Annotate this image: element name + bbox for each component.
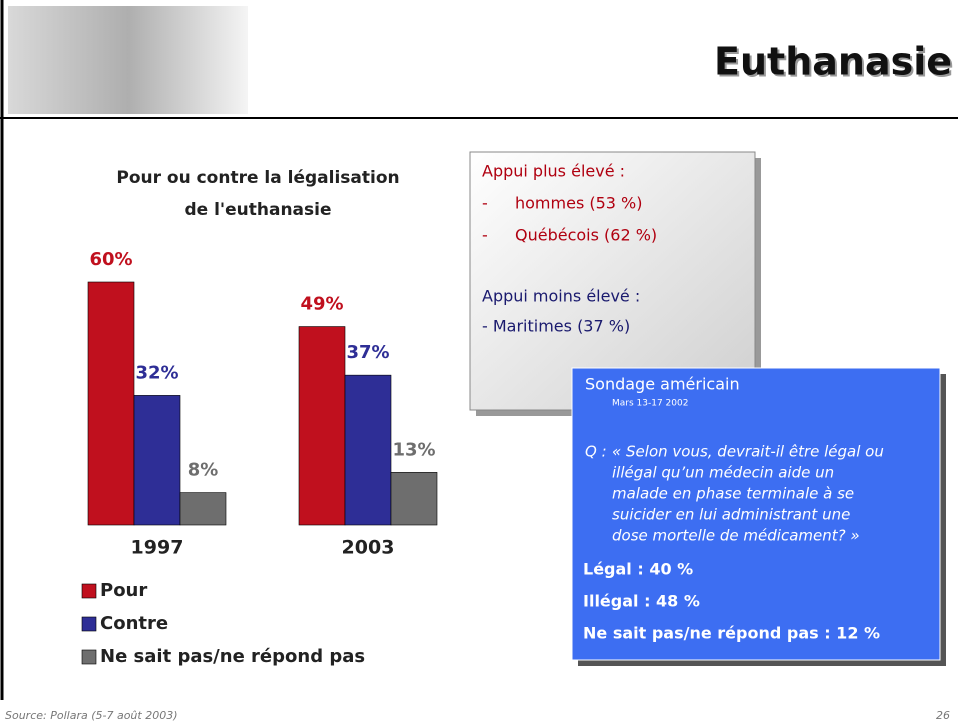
chart-title: de l'euthanasie <box>184 200 331 220</box>
legend-label: Ne sait pas/ne répond pas <box>100 646 365 667</box>
q-prefix: Q : <box>585 443 607 461</box>
chart: Pour ou contre la légalisation de l'eutha… <box>82 168 437 667</box>
header-photo <box>8 6 248 114</box>
source: Source: Pollara (5-7 août 2003) <box>5 709 178 722</box>
legend-label: Contre <box>100 613 168 634</box>
question-line: malade en phase terminale à se <box>612 485 854 503</box>
bar <box>391 472 437 525</box>
result: Ne sait pas/ne répond pas : 12 % <box>583 624 880 643</box>
support-heading: Appui moins élevé : <box>482 287 640 306</box>
bar <box>88 282 134 525</box>
result: Illégal : 48 % <box>583 592 700 611</box>
value-label: 8% <box>188 460 219 481</box>
value-label: 13% <box>392 439 435 460</box>
support-item: hommes (53 %) <box>515 194 643 213</box>
bar <box>134 395 180 525</box>
title: Euthanasie <box>714 40 952 84</box>
us-title: Sondage américain <box>585 375 740 394</box>
legend-label: Pour <box>100 580 147 601</box>
result: Légal : 40 % <box>583 560 693 579</box>
slide: Euthanasie Euthanasie Appui plus élevé :… <box>0 0 958 723</box>
question-line: illégal qu’un médecin aide un <box>612 464 834 482</box>
value-label: 37% <box>346 342 389 363</box>
question-line: « Selon vous, devrait-il être légal ou <box>612 443 884 461</box>
chart-title: Pour ou contre la légalisation <box>116 168 399 188</box>
x-tick-label: 2003 <box>342 537 395 559</box>
legend-swatch <box>82 584 96 598</box>
question-line: dose mortelle de médicament? » <box>612 527 860 545</box>
support-item: - Maritimes (37 %) <box>482 317 630 336</box>
support-heading: Appui plus élevé : <box>482 162 625 181</box>
legend-swatch <box>82 617 96 631</box>
page-number: 26 <box>936 709 950 722</box>
legend-swatch <box>82 650 96 664</box>
x-tick-label: 1997 <box>131 537 184 559</box>
bar <box>180 493 226 525</box>
bar <box>345 375 391 525</box>
value-label: 60% <box>89 249 132 270</box>
bar <box>299 327 345 525</box>
us-date: Mars 13-17 2002 <box>612 399 688 409</box>
value-label: 32% <box>135 362 178 383</box>
support-item: Québécois (62 %) <box>515 226 657 245</box>
bullet: - <box>482 226 488 245</box>
value-label: 49% <box>300 294 343 315</box>
question-line: suicider en lui administrant une <box>612 506 850 524</box>
bullet: - <box>482 194 488 213</box>
